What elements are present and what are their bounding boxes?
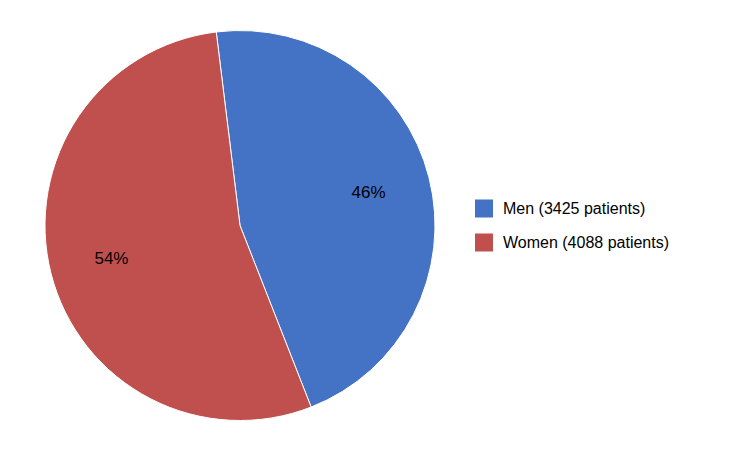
legend-label: Men (3425 patients) <box>503 200 645 217</box>
legend-label: Women (4088 patients) <box>503 234 669 251</box>
data-label: 46% <box>352 183 386 202</box>
chart-svg: 46% 54% Men (3425 patients) Women (4088 pat… <box>0 0 752 451</box>
slices <box>45 31 435 421</box>
pie-slice <box>45 32 311 421</box>
legend-swatch <box>475 234 493 252</box>
data-label: 54% <box>94 249 128 268</box>
chart-container: 46% 54% Men (3425 patients) Women (4088 pat… <box>0 0 752 451</box>
legend-swatch <box>475 200 493 218</box>
legend: Men (3425 patients) Women (4088 patients) <box>475 200 669 252</box>
data-labels: 46% 54% <box>94 183 385 267</box>
